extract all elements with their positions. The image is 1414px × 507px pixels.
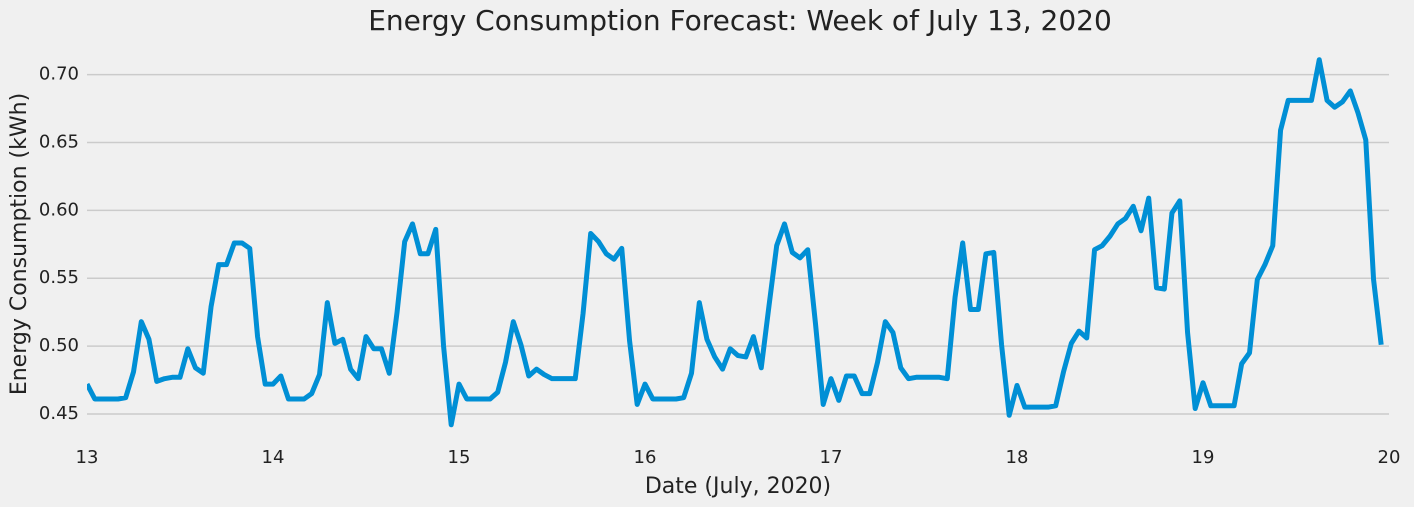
x-tick-label: 15 [448,447,471,468]
y-tick-label: 0.55 [39,267,79,288]
y-tick-label: 0.50 [39,335,79,356]
x-tick-label: 14 [262,447,285,468]
line-series [87,57,1384,428]
x-tick-label: 16 [634,447,657,468]
x-tick-label: 17 [820,447,843,468]
x-tick-label: 20 [1378,447,1401,468]
chart-title: Energy Consumption Forecast: Week of Jul… [368,4,1112,37]
y-tick-label: 0.45 [39,403,79,424]
y-tick-label: 0.65 [39,132,79,153]
x-tick-label: 18 [1006,447,1029,468]
y-axis-label: Energy Consumption (kWh) [7,93,32,395]
y-tick-label: 0.70 [39,64,79,85]
y-tick-label: 0.60 [39,199,79,220]
x-axis-label: Date (July, 2020) [645,474,831,499]
x-tick-label: 19 [1192,447,1215,468]
x-tick-label: 13 [76,447,99,468]
